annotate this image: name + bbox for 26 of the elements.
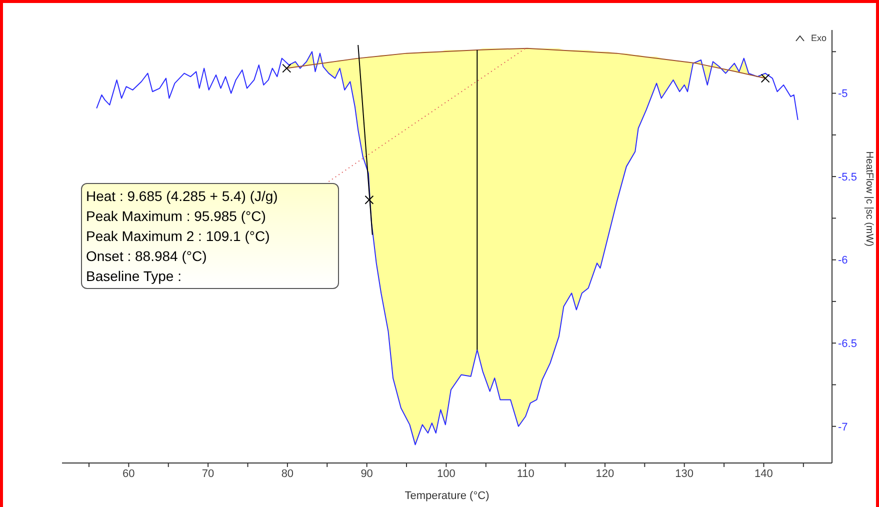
point: [282, 64, 292, 73]
line-series: [286, 48, 766, 79]
annotation: Peak Maximum 2 : 109.1 (°C): [86, 227, 271, 246]
x-axis-title: Temperature (°C): [404, 490, 490, 502]
y-tick-label: -5: [838, 88, 848, 100]
x-tick-label: 80: [281, 468, 294, 480]
x-tick-label: 120: [596, 468, 614, 480]
annotation: Onset : 88.984 (°C): [86, 247, 208, 266]
y-tick-label: -5.5: [838, 171, 857, 184]
x-tick-label: 90: [360, 468, 373, 480]
y-tick-label: -6.5: [838, 338, 857, 350]
annotation: Baseline Type :: [86, 267, 182, 286]
point: [760, 74, 770, 83]
x-tick-label: 110: [516, 468, 534, 480]
x-tick-label: 70: [202, 468, 214, 480]
y-tick-label: -6: [838, 254, 848, 267]
y-tick-label: -7: [838, 421, 848, 434]
annotation: Heat : 9.685 (4.285 + 5.4) (J/g): [86, 187, 279, 206]
annotation: Exo: [811, 33, 827, 43]
point: [364, 195, 374, 204]
annotation: Peak Maximum : 95.985 (°C): [86, 207, 267, 226]
x-tick-label: 60: [122, 468, 135, 480]
x-tick-label: 130: [675, 468, 694, 480]
x-tick-label: 100: [437, 468, 456, 480]
x-tick-label: 140: [754, 468, 773, 480]
y-axis-title: HeatFlow |c |sc (mW): [863, 151, 874, 246]
